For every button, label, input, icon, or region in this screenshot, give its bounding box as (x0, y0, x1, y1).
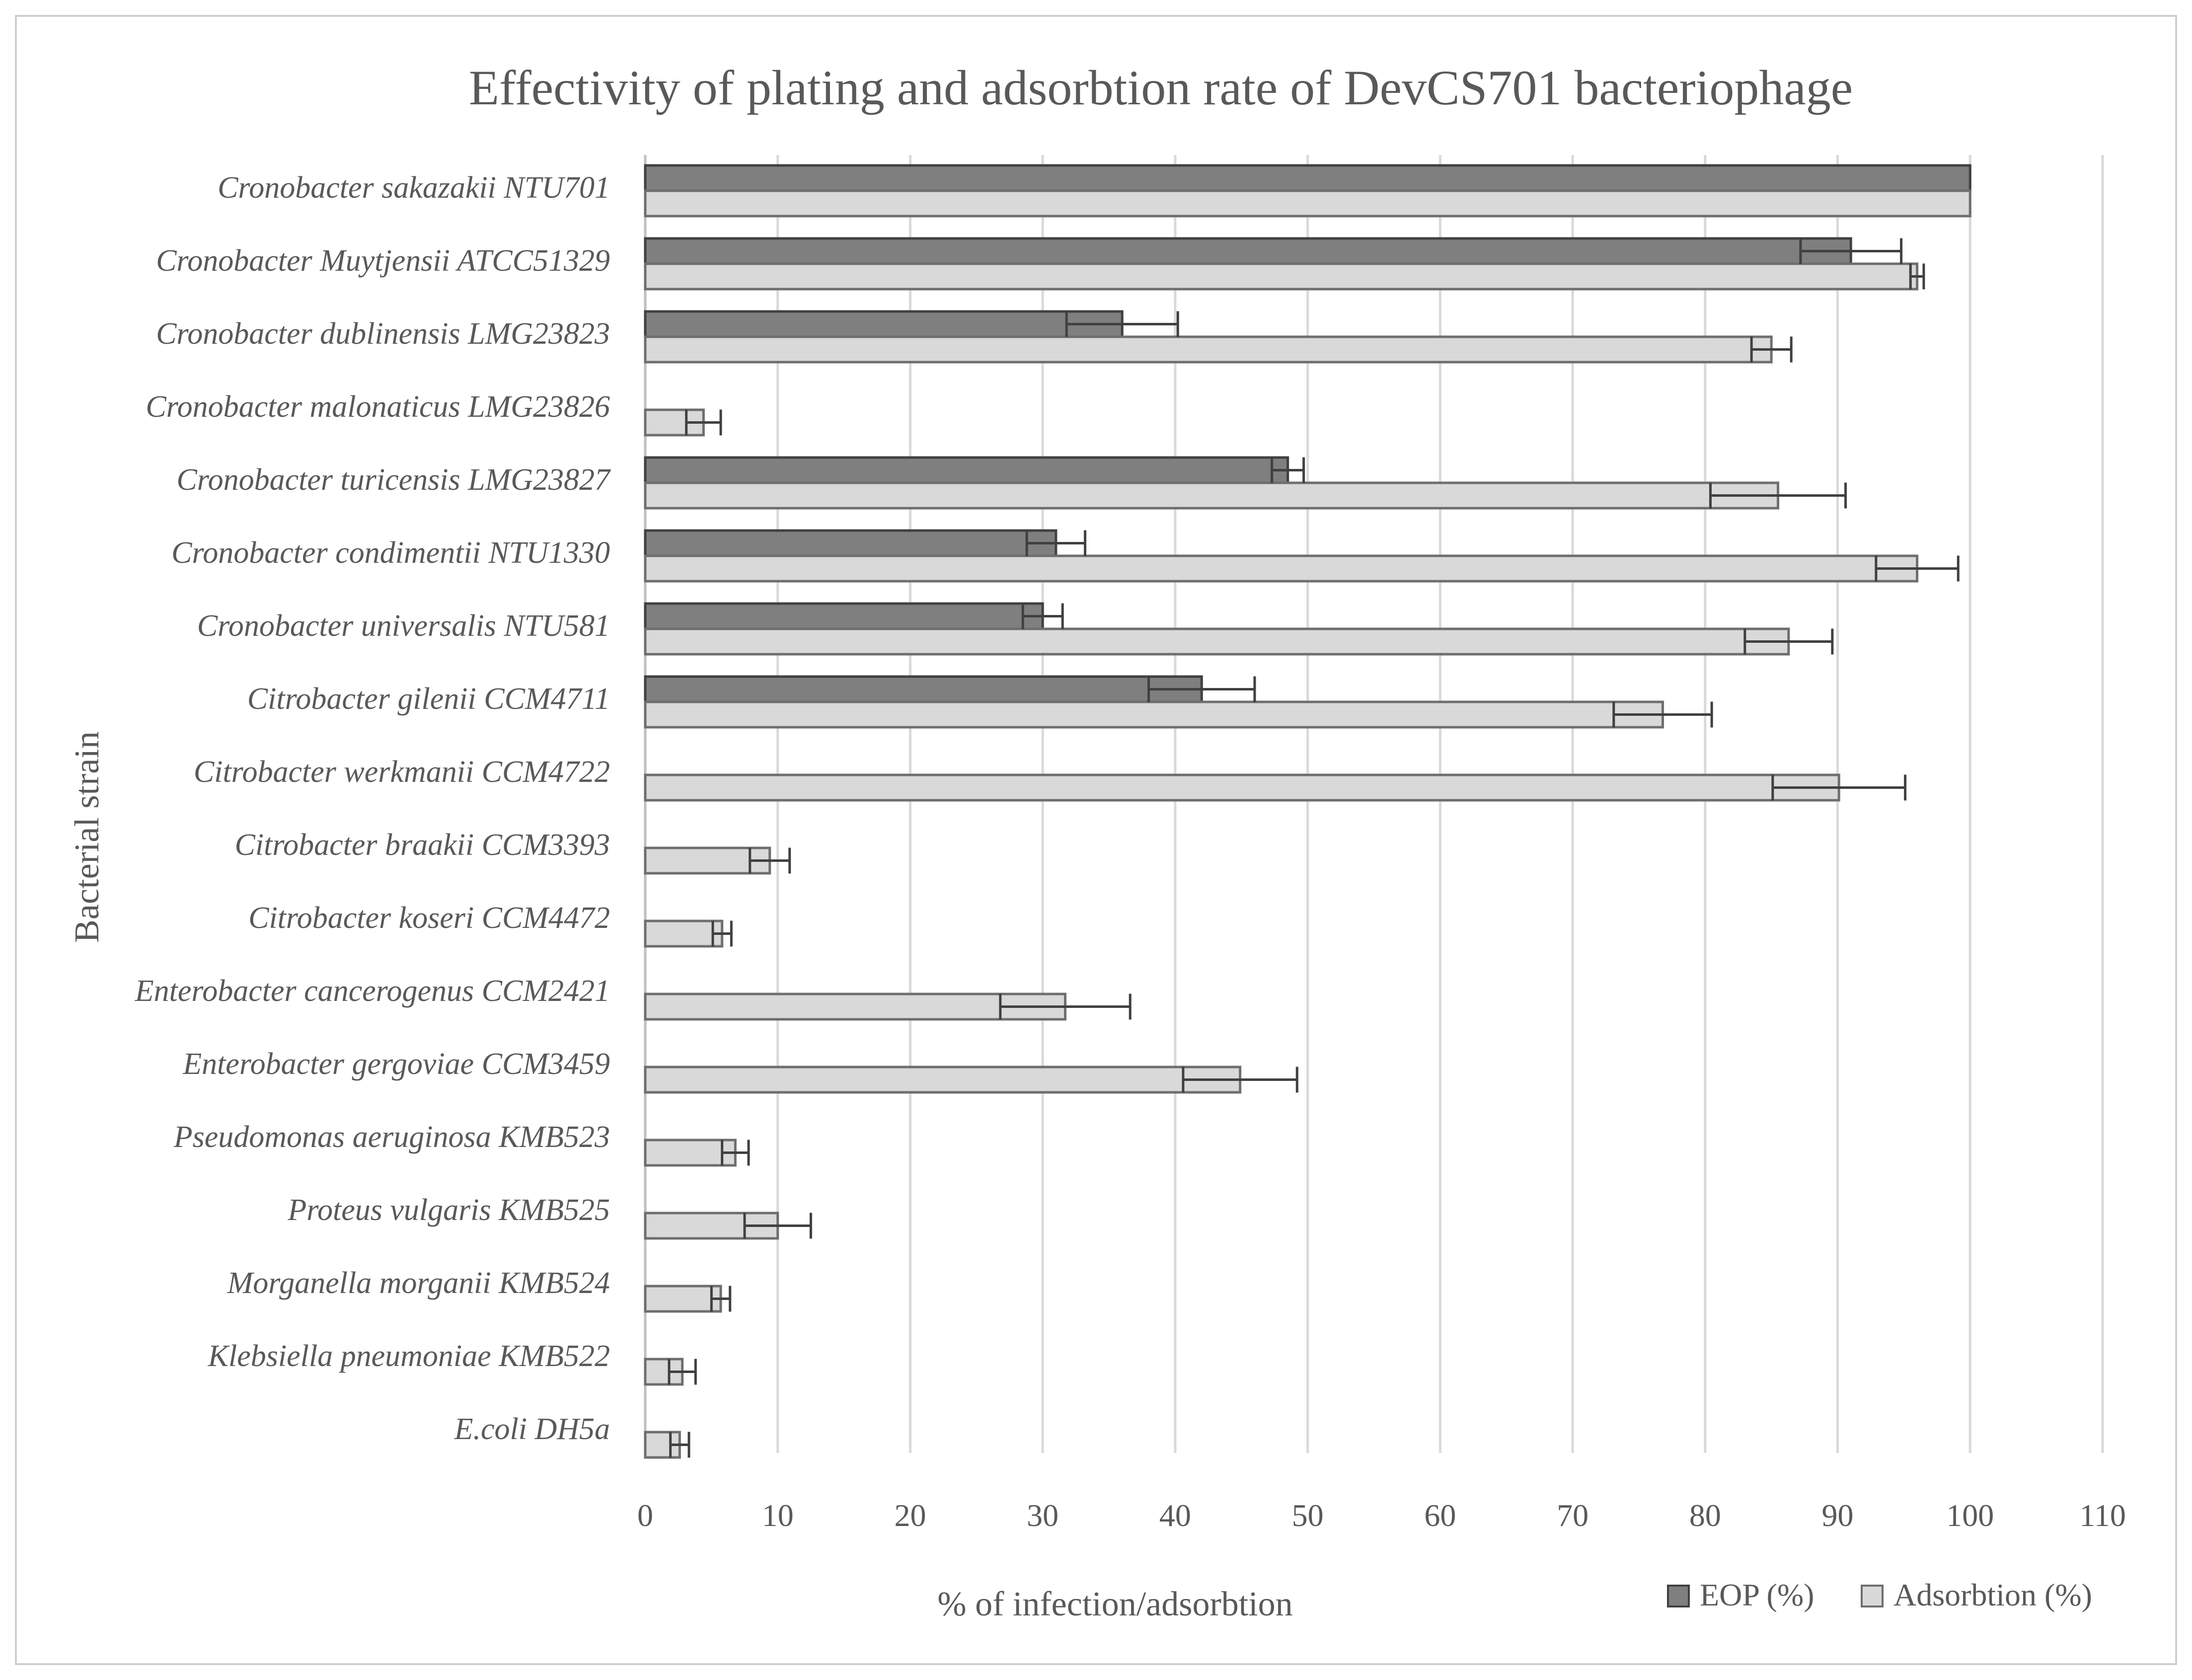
bar-adsorbtion-enterobacter-cancerogenus-ccm2421 (644, 993, 1067, 1021)
chart-title: Effectivity of plating and adsorbtion ra… (469, 60, 1853, 115)
error-bar-adsorbtion-citrobacter-braakii-ccm3393 (749, 847, 791, 874)
category-label-morganella-morganii-kmb524: Morganella morganii KMB524 (227, 1266, 610, 1300)
category-label-e-coli-dh5a: E.coli DH5a (454, 1412, 610, 1446)
error-bar-eop-cronobacter-dublinensis-lmg23823 (1065, 311, 1179, 337)
category-label-klebsiella-pneumoniae-kmb522: Klebsiella pneumoniae KMB522 (208, 1339, 610, 1373)
x-tick-labels: 0 10 20 30 40 50 60 70 80 90 100 110 (637, 1498, 2126, 1533)
error-bar-adsorbtion-citrobacter-gilenii-ccm4711 (1612, 701, 1713, 728)
x-axis-label: % of infection/adsorbtion (937, 1585, 1292, 1623)
error-bar-eop-cronobacter-turicensis-lmg23827 (1271, 457, 1305, 483)
error-bar-eop-cronobacter-muytjensii-atcc51329 (1799, 238, 1903, 264)
category-label-citrobacter-werkmanii-ccm4722: Citrobacter werkmanii CCM4722 (194, 755, 610, 789)
category-label-cronobacter-condimentii-ntu1330: Cronobacter condimentii NTU1330 (171, 536, 610, 570)
category-label-pseudomonas-aeruginosa-kmb523: Pseudomonas aeruginosa KMB523 (173, 1120, 610, 1154)
error-bar-adsorbtion-enterobacter-gergoviae-ccm3459 (1182, 1067, 1298, 1093)
bar-adsorbtion-cronobacter-dublinensis-lmg23823 (644, 335, 1773, 364)
error-bar-eop-cronobacter-universalis-ntu581 (1021, 603, 1064, 629)
category-label-cronobacter-malonaticus-lmg23826: Cronobacter malonaticus LMG23826 (146, 390, 610, 424)
bar-adsorbtion-cronobacter-universalis-ntu581 (644, 627, 1790, 656)
category-label-citrobacter-gilenii-ccm4711: Citrobacter gilenii CCM4711 (247, 682, 610, 716)
bar-eop-cronobacter-sakazakii-ntu701 (644, 164, 1971, 192)
error-bar-adsorbtion-e-coli-dh5a (669, 1432, 690, 1458)
category-label-citrobacter-koseri-ccm4472: Citrobacter koseri CCM4472 (248, 901, 610, 935)
bar-adsorbtion-citrobacter-gilenii-ccm4711 (644, 700, 1664, 729)
error-bar-adsorbtion-cronobacter-dublinensis-lmg23823 (1750, 336, 1793, 363)
category-label-enterobacter-cancerogenus-ccm2421: Enterobacter cancerogenus CCM2421 (135, 974, 610, 1008)
x-tick-90: 90 (1822, 1498, 1854, 1533)
error-bar-adsorbtion-klebsiella-pneumoniae-kmb522 (668, 1359, 697, 1385)
error-bar-adsorbtion-cronobacter-malonaticus-lmg23826 (685, 409, 722, 436)
bar-adsorbtion-enterobacter-gergoviae-ccm3459 (644, 1066, 1242, 1094)
x-tick-30: 30 (1027, 1498, 1058, 1533)
x-tick-40: 40 (1159, 1498, 1191, 1533)
bar-eop-cronobacter-muytjensii-atcc51329 (644, 237, 1852, 265)
category-labels: Cronobacter sakazakii NTU701 Cronobacter … (135, 171, 611, 1446)
x-tick-70: 70 (1557, 1498, 1588, 1533)
error-bar-adsorbtion-pseudomonas-aeruginosa-kmb523 (721, 1140, 750, 1166)
bars (644, 164, 1971, 1459)
error-bar-adsorbtion-citrobacter-werkmanii-ccm4722 (1771, 774, 1907, 801)
legend-swatch-adsorbtion (1861, 1585, 1884, 1607)
error-bar-adsorbtion-enterobacter-cancerogenus-ccm2421 (999, 993, 1132, 1020)
legend-label-eop: EOP (%) (1700, 1577, 1814, 1612)
x-tick-10: 10 (762, 1498, 794, 1533)
bar-adsorbtion-citrobacter-werkmanii-ccm4722 (644, 773, 1840, 802)
error-bar-eop-citrobacter-gilenii-ccm4711 (1147, 676, 1256, 702)
legend: EOP (%) Adsorbtion (%) (1667, 1577, 2092, 1612)
bar-adsorbtion-citrobacter-koseri-ccm4472 (644, 919, 724, 948)
error-bar-adsorbtion-proteus-vulgaris-kmb525 (743, 1213, 812, 1239)
category-label-cronobacter-dublinensis-lmg23823: Cronobacter dublinensis LMG23823 (156, 317, 610, 351)
x-tick-110: 110 (2079, 1498, 2126, 1533)
category-label-cronobacter-turicensis-lmg23827: Cronobacter turicensis LMG23827 (176, 463, 611, 497)
bar-adsorbtion-cronobacter-sakazakii-ntu701 (644, 189, 1971, 218)
error-bar-adsorbtion-cronobacter-condimentii-ntu1330 (1875, 555, 1960, 582)
error-bar-adsorbtion-morganella-morganii-kmb524 (710, 1286, 732, 1312)
bar-eop-citrobacter-gilenii-ccm4711 (644, 675, 1203, 703)
bar-adsorbtion-cronobacter-condimentii-ntu1330 (644, 554, 1919, 583)
x-tick-0: 0 (637, 1498, 653, 1533)
category-label-cronobacter-muytjensii-atcc51329: Cronobacter Muytjensii ATCC51329 (156, 244, 610, 278)
error-bars (668, 238, 1960, 1458)
bar-eop-cronobacter-condimentii-ntu1330 (644, 529, 1058, 557)
legend-label-adsorbtion: Adsorbtion (%) (1893, 1577, 2092, 1612)
error-bar-adsorbtion-citrobacter-koseri-ccm4472 (711, 920, 733, 947)
error-bar-adsorbtion-cronobacter-turicensis-lmg23827 (1709, 482, 1847, 509)
bar-adsorbtion-cronobacter-muytjensii-atcc51329 (644, 262, 1919, 291)
x-tick-50: 50 (1292, 1498, 1324, 1533)
category-label-proteus-vulgaris-kmb525: Proteus vulgaris KMB525 (287, 1193, 610, 1227)
y-axis-label: Bacterial strain (68, 731, 106, 943)
bar-adsorbtion-cronobacter-turicensis-lmg23827 (644, 481, 1780, 510)
bar-eop-cronobacter-turicensis-lmg23827 (644, 456, 1289, 484)
error-bar-adsorbtion-cronobacter-universalis-ntu581 (1743, 628, 1834, 655)
bar-eop-cronobacter-universalis-ntu581 (644, 602, 1044, 630)
x-tick-100: 100 (1946, 1498, 1994, 1533)
error-bar-eop-cronobacter-condimentii-ntu1330 (1025, 530, 1087, 556)
bar-eop-cronobacter-dublinensis-lmg23823 (644, 310, 1124, 338)
category-label-enterobacter-gergoviae-ccm3459: Enterobacter gergoviae CCM3459 (182, 1047, 610, 1081)
x-tick-60: 60 (1424, 1498, 1456, 1533)
x-tick-80: 80 (1689, 1498, 1721, 1533)
error-bar-adsorbtion-cronobacter-muytjensii-atcc51329 (1909, 263, 1925, 290)
category-label-citrobacter-braakii-ccm3393: Citrobacter braakii CCM3393 (235, 828, 610, 862)
category-label-cronobacter-sakazakii-ntu701: Cronobacter sakazakii NTU701 (218, 171, 610, 205)
bar-adsorbtion-morganella-morganii-kmb524 (644, 1285, 722, 1313)
x-tick-20: 20 (894, 1498, 926, 1533)
legend-swatch-eop (1667, 1585, 1690, 1607)
category-label-cronobacter-universalis-ntu581: Cronobacter universalis NTU581 (197, 609, 610, 643)
